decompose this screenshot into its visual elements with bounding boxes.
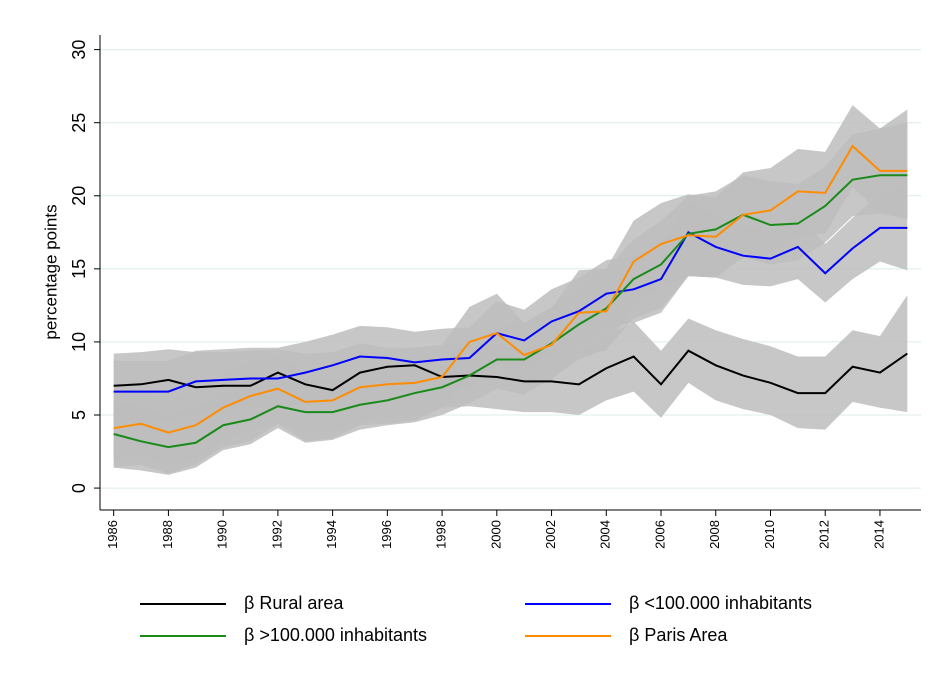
series-line xyxy=(113,226,908,393)
x-tick-label: 1998 xyxy=(434,520,449,549)
y-tick-label: 5 xyxy=(69,410,89,420)
y-tick-label: 0 xyxy=(69,483,89,493)
y-tick-label: 30 xyxy=(69,40,89,60)
x-tick-label: 1994 xyxy=(324,520,339,549)
x-tick-label: 1988 xyxy=(160,520,175,549)
y-tick-label: 10 xyxy=(69,332,89,352)
y-tick-label: 25 xyxy=(69,113,89,133)
y-axis-label: percentage points xyxy=(41,204,60,339)
x-tick-label: 2000 xyxy=(488,520,503,549)
x-tick-label: 2014 xyxy=(871,520,886,549)
x-tick-label: 2010 xyxy=(762,520,777,549)
x-tick-label: 1996 xyxy=(379,520,394,549)
x-tick-label: 1986 xyxy=(105,520,120,549)
x-tick-label: 2004 xyxy=(598,520,613,549)
series-line xyxy=(113,144,908,434)
x-tick-label: 1992 xyxy=(269,520,284,549)
legend-label: β Rural area xyxy=(244,593,344,613)
legend-label: β Paris Area xyxy=(629,625,728,645)
series-line xyxy=(113,174,908,449)
x-tick-label: 2008 xyxy=(707,520,722,549)
confidence-band xyxy=(113,105,908,465)
x-tick-label: 2012 xyxy=(817,520,832,549)
y-tick-label: 20 xyxy=(69,186,89,206)
series-line xyxy=(113,349,908,395)
legend-label: β >100.000 inhabitants xyxy=(244,625,427,645)
legend-label: β <100.000 inhabitants xyxy=(629,593,812,613)
x-tick-label: 2002 xyxy=(543,520,558,549)
x-tick-label: 1990 xyxy=(215,520,230,549)
y-tick-label: 15 xyxy=(69,259,89,279)
x-tick-label: 2006 xyxy=(652,520,667,549)
